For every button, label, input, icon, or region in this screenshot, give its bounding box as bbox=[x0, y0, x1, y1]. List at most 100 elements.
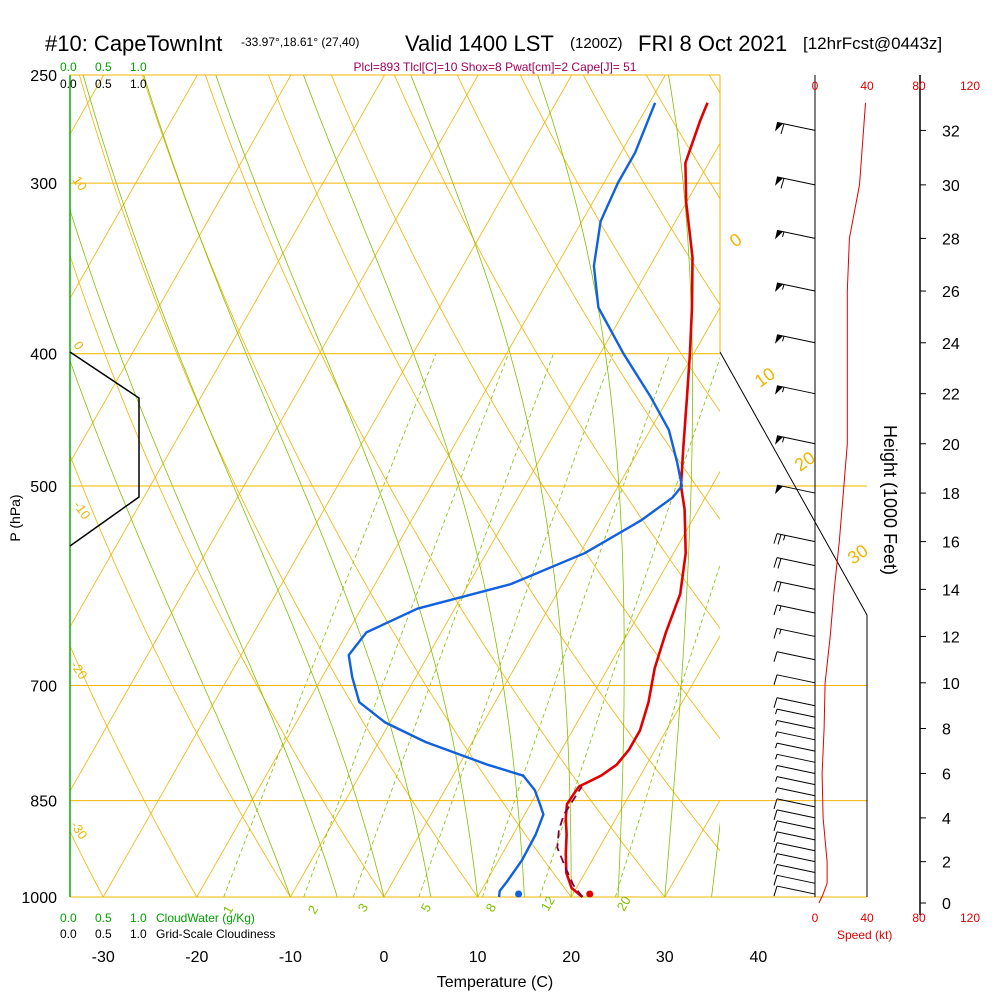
wind-barb-pennant bbox=[775, 334, 783, 344]
speed-tick-bottom: 120 bbox=[960, 911, 980, 925]
wind-barb-flag bbox=[773, 798, 778, 810]
wind-barb-shaft bbox=[776, 787, 816, 797]
wind-barb bbox=[775, 282, 816, 293]
temperature-profile bbox=[564, 102, 709, 898]
temperature-tick-label: 20 bbox=[562, 949, 580, 966]
wind-barb-shaft bbox=[776, 809, 816, 819]
height-tick-label: 18 bbox=[942, 486, 960, 503]
wind-barb-flag bbox=[777, 582, 782, 593]
wind-barb-shaft bbox=[776, 580, 816, 590]
wind-barb bbox=[773, 580, 816, 593]
station-coords: -33.97°,18.61° (27,40) bbox=[241, 35, 359, 49]
wind-barb-shaft bbox=[776, 651, 816, 661]
dry-adiabat bbox=[70, 645, 198, 897]
wind-barb-shaft bbox=[776, 798, 816, 808]
wind-barb-shaft bbox=[776, 753, 816, 763]
height-axis-label: Height (1000 Feet) bbox=[880, 425, 900, 575]
temperature-tick-label: 40 bbox=[750, 949, 768, 966]
wind-barb bbox=[773, 864, 816, 875]
height-tick-label: 28 bbox=[942, 231, 960, 248]
dry-adiabat bbox=[393, 75, 720, 629]
surface-dewpoint-marker bbox=[515, 890, 523, 898]
wind-barb-half-flag bbox=[775, 776, 778, 782]
wind-barb bbox=[773, 874, 816, 886]
cloudiness-label: Grid-Scale Cloudiness bbox=[156, 927, 275, 941]
height-tick-label: 14 bbox=[942, 582, 960, 599]
cloudwater-tick-bottom: 0.0 bbox=[60, 911, 77, 925]
pressure-tick-label: 700 bbox=[30, 679, 57, 696]
stability-indices: Plcl=893 Tlcl[C]=10 Shox=8 Pwat[cm]=2 Ca… bbox=[354, 60, 637, 74]
moist-adiabat bbox=[303, 75, 525, 897]
temperature-tick-label: 0 bbox=[380, 949, 389, 966]
height-tick-label: 0 bbox=[942, 896, 951, 913]
wind-barb-flag bbox=[773, 831, 778, 842]
wind-barb bbox=[773, 697, 816, 708]
dry-adiabat bbox=[205, 75, 666, 897]
dry-adiabat bbox=[79, 75, 478, 897]
dry-adiabat bbox=[70, 454, 291, 897]
height-tick-label: 12 bbox=[942, 629, 960, 646]
mixing-ratio-label: 12 bbox=[538, 893, 558, 913]
wind-barb-shaft bbox=[776, 885, 816, 895]
pressure-tick-label: 300 bbox=[30, 176, 57, 193]
moist-adiabat bbox=[70, 359, 291, 897]
wind-barb-shaft bbox=[776, 720, 816, 729]
height-tick-label: 10 bbox=[942, 676, 960, 693]
wind-speed-profile bbox=[818, 102, 866, 904]
wind-barb-flag bbox=[780, 123, 785, 135]
mixing-ratio-line bbox=[615, 563, 720, 897]
dry-adiabat bbox=[70, 254, 385, 897]
wind-barb-shaft bbox=[776, 820, 816, 830]
wind-barb-half-flag bbox=[775, 708, 778, 715]
speed-tick-bottom: 40 bbox=[860, 911, 874, 925]
wind-barb-half-flag bbox=[775, 765, 778, 771]
height-tick-label: 20 bbox=[942, 437, 960, 454]
wind-barb-pennant bbox=[775, 435, 783, 445]
wind-barb bbox=[773, 831, 816, 842]
valid-time: Valid 1400 LST bbox=[405, 31, 554, 56]
mixing-ratio-line bbox=[539, 357, 720, 897]
mixing-ratio-label: 20 bbox=[614, 893, 634, 913]
dry-adiabat bbox=[331, 75, 720, 740]
height-tick-label: 22 bbox=[942, 387, 960, 404]
cloudwater-tick-top: 1.0 bbox=[130, 60, 147, 74]
speed-tick-bottom: 0 bbox=[812, 911, 819, 925]
wind-barb-pennant bbox=[775, 230, 783, 240]
pressure-tick-label: 500 bbox=[30, 479, 57, 496]
wind-barb-shaft bbox=[776, 864, 816, 873]
dry-adiabat bbox=[142, 75, 572, 897]
wind-barb-shaft bbox=[776, 765, 816, 775]
cloudiness-tick-top: 0.0 bbox=[60, 77, 77, 91]
wind-barb bbox=[775, 787, 816, 797]
pressure-axis-label: P (hPa) bbox=[7, 494, 23, 541]
cloudiness-tick-bottom: 1.0 bbox=[130, 927, 147, 941]
wind-barb-shaft bbox=[776, 831, 816, 841]
cloudiness-tick-top: 0.5 bbox=[95, 77, 112, 91]
wind-barb-half-flag bbox=[782, 284, 785, 290]
wind-barb-half-flag bbox=[782, 231, 785, 238]
wind-barb bbox=[773, 809, 816, 821]
cloudwater-scales: 0.0 0.0 0.0 0.0 0.5 0.5 0.5 0.5 1.0 1.0 1.0 1.0 bbox=[60, 60, 147, 941]
cloudwater-label: CloudWater (g/Kg) bbox=[156, 911, 255, 925]
wind-barb-flag bbox=[773, 651, 778, 662]
cloudwater-tick-bottom: 0.5 bbox=[95, 911, 112, 925]
wind-barb-shaft bbox=[776, 176, 816, 186]
isotherm-line bbox=[70, 75, 198, 300]
wind-barb-flag bbox=[773, 533, 778, 544]
wind-barb-half-flag bbox=[775, 720, 778, 726]
moist-adiabat bbox=[410, 75, 572, 897]
wind-barb-shaft bbox=[776, 533, 816, 543]
wind-barb-flag bbox=[777, 534, 782, 545]
height-tick-label: 2 bbox=[942, 855, 951, 872]
height-tick-label: 32 bbox=[942, 123, 960, 140]
moist-adiabat bbox=[82, 75, 385, 897]
wind-barb bbox=[775, 334, 816, 344]
temperature-axis-labels: -30 -20 -10 0 10 20 30 40 bbox=[92, 949, 768, 966]
wind-barb-flag bbox=[773, 628, 778, 639]
wind-barb bbox=[773, 842, 816, 853]
wind-barb bbox=[773, 627, 816, 639]
wind-barb-shaft bbox=[776, 853, 816, 863]
